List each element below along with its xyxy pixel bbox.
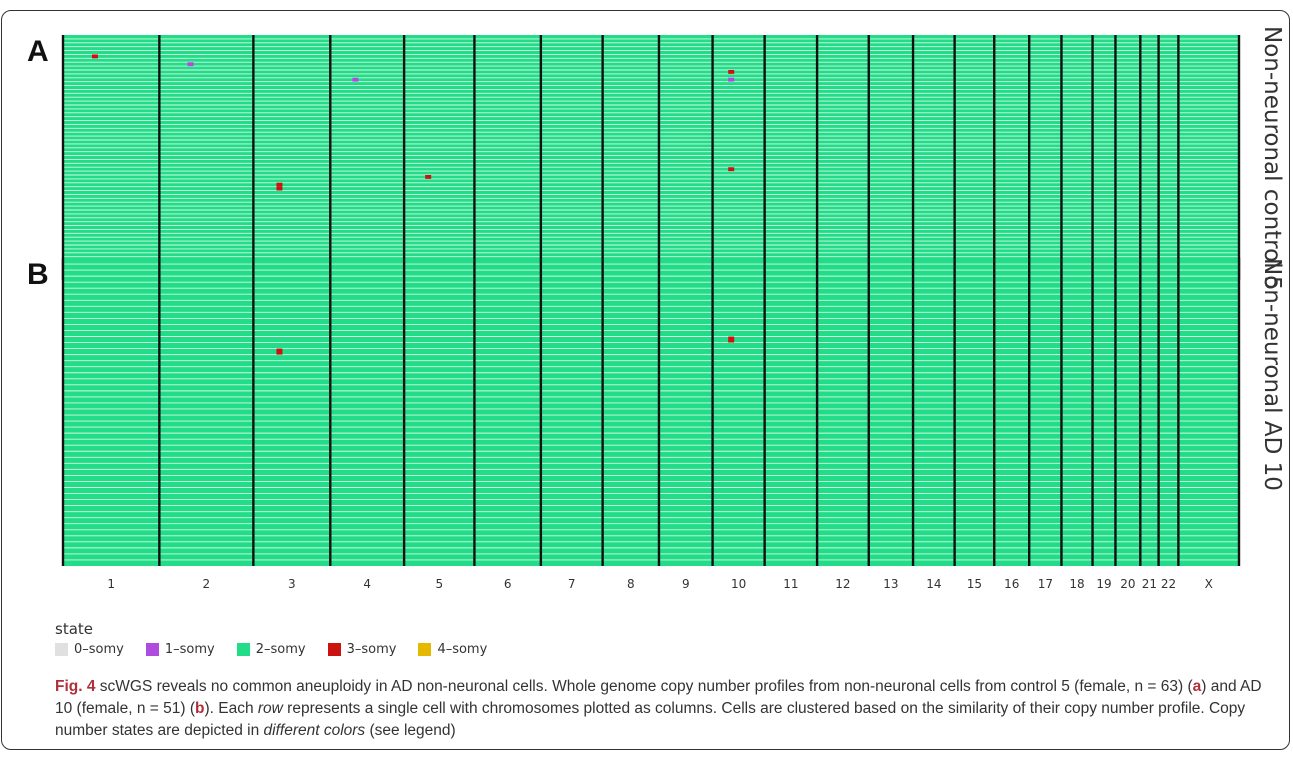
heatmap-background — [63, 35, 1239, 280]
caption-colors: different colors — [263, 722, 366, 739]
cnv-event — [352, 77, 359, 82]
heatmap-background — [63, 258, 1239, 566]
chromosome-tick-label: 18 — [1069, 577, 1084, 591]
panel-letter-a: A — [27, 35, 49, 68]
cnv-event — [728, 336, 735, 343]
legend-swatch — [418, 643, 432, 656]
heatmap-canvas: 12345678910111213141516171819202122X1234… — [61, 35, 1241, 591]
legend: state 0–somy 1–somy 2–somy 3–somy 4–somy — [55, 620, 509, 657]
chromosome-tick-label: 11 — [783, 577, 798, 591]
chromosome-tick-label: 9 — [682, 577, 690, 591]
chromosome-tick-label: 22 — [1161, 577, 1176, 591]
legend-label: 0–somy — [74, 642, 124, 657]
chromosome-tick-label: 4 — [363, 577, 371, 591]
chromosome-tick-label: 21 — [1142, 577, 1157, 591]
legend-title: state — [55, 620, 93, 638]
cnv-event — [425, 175, 432, 179]
chromosome-tick-label: 15 — [967, 577, 982, 591]
chromosome-tick-label: 8 — [627, 577, 635, 591]
legend-item: 4–somy — [418, 642, 487, 657]
caption-text-1: scWGS reveals no common aneuploidy in AD… — [95, 678, 1193, 695]
legend-label: 3–somy — [346, 642, 397, 657]
chromosome-tick-label: 20 — [1120, 577, 1135, 591]
chromosome-tick-label: 10 — [731, 577, 746, 591]
cnv-event — [276, 348, 283, 355]
legend-label: 2–somy — [255, 642, 306, 657]
panel-letter-b: B — [27, 258, 49, 291]
caption-text-5: (see legend) — [365, 722, 456, 739]
legend-item: 3–somy — [327, 642, 397, 657]
cnv-event — [91, 54, 98, 59]
chromosome-tick-label: 5 — [435, 577, 443, 591]
figure-caption: Fig. 4 scWGS reveals no common aneuploid… — [55, 676, 1280, 742]
legend-item: 0–somy — [55, 642, 124, 657]
chromosome-tick-label: 2 — [203, 577, 211, 591]
caption-text-4: represents a single cell with chromosome… — [55, 700, 1246, 739]
legend-label: 4–somy — [437, 642, 488, 657]
caption-text-3: ). Each — [204, 700, 258, 717]
chromosome-tick-label: 14 — [926, 577, 941, 591]
heatmap-panel-b: 1 2 3 4 5 6 7 8 9 10 11 12 13 14 15 16 17 18 19 20 21 22 X — [61, 258, 1241, 591]
caption-text-2: ) and AD 10 (female, n = 51) ( — [55, 678, 1262, 717]
caption-row: row — [257, 700, 283, 717]
cnv-event — [187, 62, 194, 67]
cnv-event — [276, 182, 283, 187]
legend-item: 1–somy — [145, 642, 215, 657]
chromosome-tick-label: X — [1205, 577, 1213, 591]
cnv-event — [728, 167, 735, 172]
figure-frame — [1, 10, 1290, 750]
caption-b: b — [195, 700, 205, 717]
chromosome-tick-label: 12 — [835, 577, 850, 591]
chromosome-tick-label: 3 — [288, 577, 296, 591]
chromosome-tick-label: 19 — [1096, 577, 1111, 591]
chromosome-tick-label: 1 — [107, 577, 115, 591]
legend-swatch — [55, 643, 68, 656]
caption-label: Fig. 4 — [55, 678, 96, 695]
legend-item: 2–somy — [236, 642, 306, 657]
chromosome-tick-label: 13 — [883, 577, 898, 591]
cnv-event — [728, 77, 735, 82]
legend-swatch — [145, 643, 159, 656]
chromosome-tick-label: 7 — [568, 577, 576, 591]
chromosome-tick-label: 6 — [504, 577, 512, 591]
legend-swatch — [236, 643, 250, 656]
legend-swatch — [327, 643, 341, 656]
caption-a: a — [1192, 678, 1202, 695]
legend-items: 0–somy 1–somy 2–somy 3–somy 4–somy — [55, 642, 509, 657]
cnv-event — [276, 186, 283, 191]
cnv-event — [728, 70, 735, 74]
chromosome-tick-label: 17 — [1038, 577, 1053, 591]
legend-label: 1–somy — [164, 642, 215, 657]
chromosome-tick-label: 16 — [1004, 577, 1019, 591]
